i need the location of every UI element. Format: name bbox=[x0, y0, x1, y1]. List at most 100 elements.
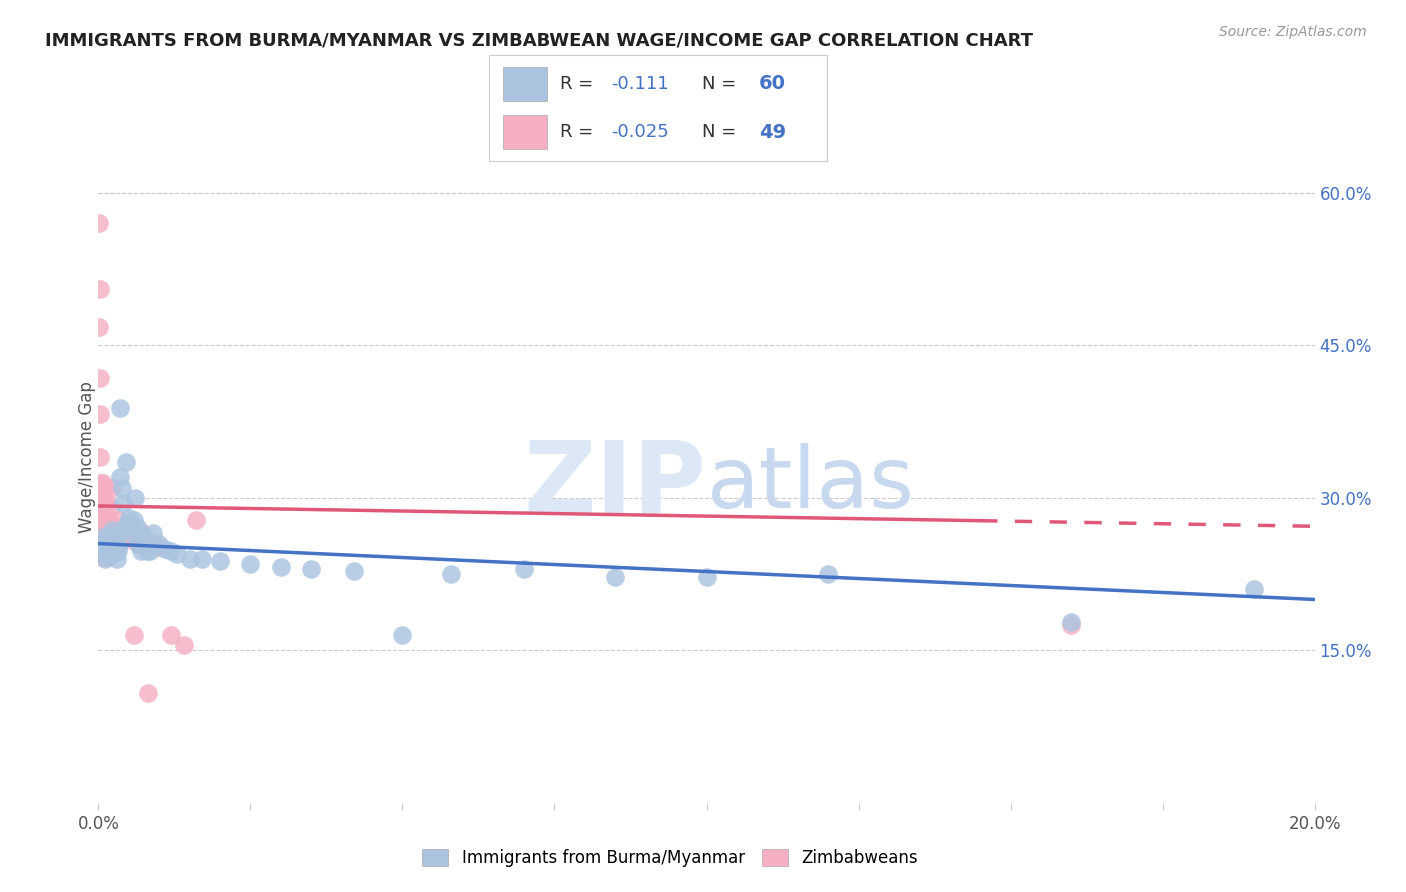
Point bbox=[1060, 618, 1083, 632]
Point bbox=[89, 450, 111, 465]
Point bbox=[105, 551, 128, 566]
Point bbox=[101, 524, 124, 538]
Point bbox=[239, 557, 262, 571]
Point bbox=[117, 516, 139, 531]
Point bbox=[97, 513, 120, 527]
Point bbox=[299, 562, 322, 576]
Point bbox=[87, 216, 110, 230]
Point bbox=[107, 513, 129, 527]
Point bbox=[118, 529, 141, 543]
Point bbox=[90, 543, 112, 558]
Point bbox=[173, 638, 195, 652]
Point bbox=[110, 481, 132, 495]
Point bbox=[97, 543, 120, 558]
Point bbox=[104, 532, 127, 546]
Point bbox=[121, 526, 143, 541]
Point bbox=[513, 562, 536, 576]
Point bbox=[110, 526, 132, 541]
Text: N =: N = bbox=[702, 75, 742, 93]
Point bbox=[91, 496, 114, 510]
Point bbox=[107, 543, 129, 558]
Point bbox=[1243, 582, 1265, 597]
Point bbox=[101, 481, 124, 495]
Point bbox=[136, 543, 159, 558]
Point bbox=[111, 496, 134, 510]
Point bbox=[93, 475, 115, 490]
Point bbox=[93, 529, 115, 543]
Point bbox=[191, 551, 214, 566]
Text: 60: 60 bbox=[759, 74, 786, 94]
Point bbox=[94, 513, 117, 527]
Text: -0.111: -0.111 bbox=[610, 75, 668, 93]
Point bbox=[118, 511, 141, 525]
Point bbox=[122, 628, 145, 642]
Point bbox=[132, 529, 155, 543]
Point bbox=[91, 489, 114, 503]
Point bbox=[104, 543, 127, 558]
Point bbox=[96, 529, 118, 543]
Point bbox=[96, 496, 118, 510]
Point bbox=[148, 540, 170, 554]
Point bbox=[129, 543, 152, 558]
Point bbox=[89, 540, 111, 554]
Point bbox=[90, 549, 112, 564]
Point bbox=[89, 408, 111, 422]
Point bbox=[103, 536, 125, 550]
Point bbox=[90, 547, 112, 561]
Point bbox=[89, 485, 111, 500]
Point bbox=[108, 401, 131, 416]
Point bbox=[100, 541, 122, 556]
Point bbox=[93, 551, 115, 566]
Point bbox=[127, 521, 149, 535]
Text: R =: R = bbox=[560, 75, 599, 93]
Point bbox=[148, 536, 170, 550]
Point bbox=[114, 519, 136, 533]
Point bbox=[98, 532, 121, 546]
Point bbox=[90, 532, 112, 546]
Point bbox=[111, 533, 134, 548]
Point bbox=[122, 513, 145, 527]
Text: IMMIGRANTS FROM BURMA/MYANMAR VS ZIMBABWEAN WAGE/INCOME GAP CORRELATION CHART: IMMIGRANTS FROM BURMA/MYANMAR VS ZIMBABW… bbox=[45, 31, 1033, 49]
Text: atlas: atlas bbox=[707, 443, 914, 526]
Point bbox=[96, 536, 118, 550]
Text: N =: N = bbox=[702, 123, 742, 141]
Y-axis label: Wage/Income Gap: Wage/Income Gap bbox=[79, 381, 96, 533]
Point bbox=[94, 533, 117, 548]
Point bbox=[89, 475, 111, 490]
Point bbox=[131, 526, 153, 541]
Point bbox=[90, 541, 112, 556]
Point bbox=[107, 540, 129, 554]
Text: Source: ZipAtlas.com: Source: ZipAtlas.com bbox=[1219, 25, 1367, 39]
Point bbox=[87, 320, 110, 334]
Bar bbox=[503, 115, 547, 149]
Point bbox=[100, 500, 122, 515]
Point bbox=[91, 532, 114, 546]
Point bbox=[89, 536, 111, 550]
Point bbox=[98, 549, 121, 564]
Point bbox=[93, 481, 115, 495]
Point bbox=[91, 543, 114, 558]
Point bbox=[143, 536, 166, 550]
Point bbox=[270, 560, 292, 574]
Point bbox=[108, 470, 131, 484]
Point bbox=[100, 532, 122, 546]
Point bbox=[101, 547, 124, 561]
Point bbox=[166, 547, 188, 561]
Point bbox=[105, 536, 128, 550]
Point bbox=[179, 551, 201, 566]
Point bbox=[209, 554, 232, 568]
Point bbox=[114, 455, 136, 469]
Point bbox=[96, 547, 118, 561]
Point bbox=[440, 567, 463, 582]
Point bbox=[160, 628, 183, 642]
Point bbox=[104, 540, 127, 554]
Point bbox=[1060, 615, 1083, 629]
Point bbox=[94, 506, 117, 520]
Text: 49: 49 bbox=[759, 122, 786, 142]
Point bbox=[139, 543, 162, 558]
Text: ZIP: ZIP bbox=[523, 436, 707, 533]
Point bbox=[93, 496, 115, 510]
Point bbox=[160, 543, 183, 558]
Point bbox=[817, 567, 839, 582]
Point bbox=[90, 541, 112, 556]
